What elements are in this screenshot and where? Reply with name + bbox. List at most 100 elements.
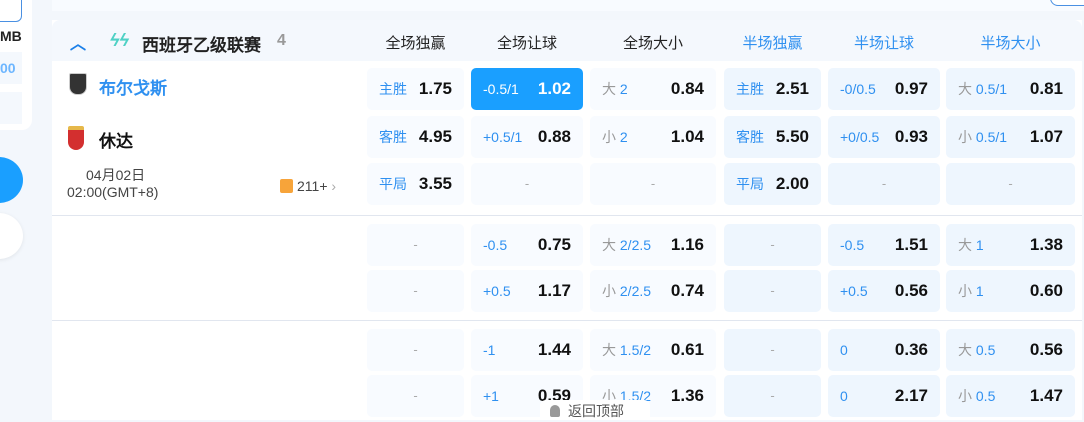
amount-field-2[interactable] xyxy=(0,92,22,124)
odds-cell[interactable]: 小 0.5 1.47 xyxy=(946,375,1075,417)
odds-cell[interactable]: 大 0.5/1 0.81 xyxy=(946,68,1075,110)
back-to-top-label: 返回顶部 xyxy=(568,403,624,419)
odds-line: -0.5/1 xyxy=(483,81,519,97)
odds-cell[interactable]: -0/0.5 0.97 xyxy=(828,68,940,110)
empty-odds: - xyxy=(413,388,418,403)
odds-cell[interactable]: +0.5/1 0.88 xyxy=(471,116,583,158)
chevron-up-icon[interactable]: ︿ xyxy=(70,36,87,53)
odds-line: 小 2 xyxy=(602,129,628,145)
top-button[interactable] xyxy=(1050,0,1084,6)
odds-cell[interactable]: 小 2/2.5 0.74 xyxy=(590,270,716,312)
odds-cell[interactable]: 0 2.17 xyxy=(828,375,940,417)
odds-cell[interactable]: 小 1 0.60 xyxy=(946,270,1075,312)
col-header-ft-total: 全场大小 xyxy=(622,35,683,52)
odds-cell: - xyxy=(367,270,464,312)
col-header-ht-1x2[interactable]: 半场独赢 xyxy=(742,35,803,52)
odds-cell[interactable]: 大 2 0.84 xyxy=(590,68,716,110)
odds-cell[interactable]: +1 0.59 xyxy=(471,375,583,417)
market-stats-icon xyxy=(280,179,293,193)
odds-cell: - xyxy=(367,329,464,371)
primary-round-button[interactable] xyxy=(0,157,23,203)
over-under-prefix: 大 xyxy=(958,342,976,358)
currency-label: MB xyxy=(0,28,22,44)
odds-value: 0.74 xyxy=(670,281,704,300)
odds-cell[interactable]: 大 1.5/2 0.61 xyxy=(590,329,716,371)
odds-cell[interactable]: 客胜 4.95 xyxy=(367,116,464,158)
league-match-count: 4 xyxy=(277,32,286,49)
previous-section xyxy=(52,0,1084,11)
odds-line: 主胜 xyxy=(379,81,407,97)
odds-value: 1.36 xyxy=(670,386,704,405)
odds-cell[interactable]: +0.5 0.56 xyxy=(828,270,940,312)
odds-cell[interactable]: -0.5 0.75 xyxy=(471,224,583,266)
odds-cell[interactable]: 大 2/2.5 1.16 xyxy=(590,224,716,266)
away-team-name[interactable]: 休达 xyxy=(99,132,133,151)
league-logo-icon: ϟϟ xyxy=(110,30,130,50)
divider xyxy=(52,215,1082,216)
empty-odds: - xyxy=(650,176,656,191)
odds-value: 1.44 xyxy=(537,340,571,359)
odds-cell[interactable]: 大 0.5 0.56 xyxy=(946,329,1075,371)
secondary-round-button[interactable] xyxy=(0,213,23,259)
odds-cell: - xyxy=(724,375,821,417)
odds-line: 大 2/2.5 xyxy=(602,237,652,253)
odds-cell[interactable]: 小 0.5/1 1.07 xyxy=(946,116,1075,158)
odds-line: 平局 xyxy=(379,176,407,192)
odds-cell[interactable]: 0 0.36 xyxy=(828,329,940,371)
odds-line: 大 0.5/1 xyxy=(958,81,1008,97)
amount-field[interactable]: 00 xyxy=(0,52,22,84)
odds-cell[interactable]: -0.5 1.51 xyxy=(828,224,940,266)
chevron-right-icon: › xyxy=(331,178,337,194)
odds-line: 大 0.5 xyxy=(958,342,996,358)
odds-cell: - xyxy=(367,224,464,266)
odds-value: 2.51 xyxy=(775,79,809,98)
odds-value: 1.17 xyxy=(537,281,571,300)
empty-odds: - xyxy=(770,388,775,403)
odds-cell: - xyxy=(828,163,940,205)
odds-cell[interactable]: +0/0.5 0.93 xyxy=(828,116,940,158)
odds-cell[interactable]: 平局 3.55 xyxy=(367,163,464,205)
odds-cell[interactable]: 主胜 1.75 xyxy=(367,68,464,110)
odds-line: +1 xyxy=(483,388,499,404)
odds-cell[interactable]: -1 1.44 xyxy=(471,329,583,371)
col-header-ht-total[interactable]: 半场大小 xyxy=(980,35,1041,52)
more-markets-link[interactable]: 211+ › xyxy=(280,178,336,194)
odds-line: -0.5 xyxy=(840,237,865,253)
odds-cell[interactable]: +0.5 1.17 xyxy=(471,270,583,312)
odds-line: -0.5 xyxy=(483,237,508,253)
odds-cell[interactable]: 客胜 5.50 xyxy=(724,116,821,158)
odds-cell: - xyxy=(724,270,821,312)
odds-value: 2.17 xyxy=(894,386,928,405)
col-header-ft-1x2: 全场独赢 xyxy=(385,35,446,52)
odds-line: 小 2/2.5 xyxy=(602,283,652,299)
odds-line: 小 1 xyxy=(958,283,984,299)
col-header-ht-handicap[interactable]: 半场让球 xyxy=(853,35,914,52)
home-team-name[interactable]: 布尔戈斯 xyxy=(99,79,167,98)
league-header[interactable]: ︿ ϟϟ 西班牙乙级联赛 4 全场独赢 全场让球 全场大小 半场独赢 半场让球 … xyxy=(52,20,1082,61)
over-under-prefix: 大 xyxy=(602,81,620,97)
odds-cell[interactable]: 平局 2.00 xyxy=(724,163,821,205)
empty-odds: - xyxy=(770,237,775,252)
sidebar-input[interactable] xyxy=(0,0,22,22)
odds-line: +0.5 xyxy=(840,283,868,299)
odds-value: 0.60 xyxy=(1029,281,1063,300)
empty-odds: - xyxy=(770,283,775,298)
odds-value: 0.81 xyxy=(1029,79,1063,98)
over-under-prefix: 小 xyxy=(602,283,620,299)
odds-value: 1.07 xyxy=(1029,127,1063,146)
col-header-ft-handicap: 全场让球 xyxy=(496,35,557,52)
odds-value: 1.38 xyxy=(1029,235,1063,254)
odds-cell: - xyxy=(724,224,821,266)
empty-odds: - xyxy=(1008,176,1013,191)
odds-cell[interactable]: -0.5/1 1.02 xyxy=(471,68,583,110)
odds-line: 小 0.5/1 xyxy=(958,129,1008,145)
odds-cell[interactable]: 小 2 1.04 xyxy=(590,116,716,158)
empty-odds: - xyxy=(413,237,418,252)
empty-odds: - xyxy=(413,342,418,357)
odds-line: 小 0.5 xyxy=(958,388,996,404)
odds-cell[interactable]: 大 1 1.38 xyxy=(946,224,1075,266)
back-to-top-button[interactable]: 返回顶部 xyxy=(540,400,650,420)
odds-cell[interactable]: 主胜 2.51 xyxy=(724,68,821,110)
odds-value: 1.02 xyxy=(537,79,571,98)
odds-line: +0.5/1 xyxy=(483,129,523,145)
